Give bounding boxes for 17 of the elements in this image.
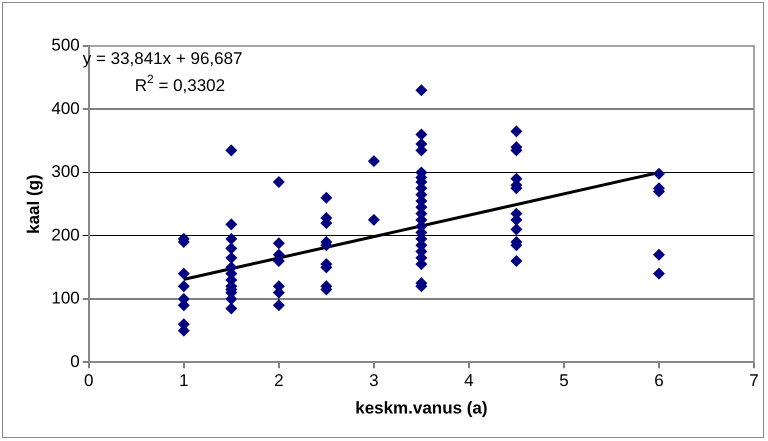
- x-tick-label: 6: [654, 371, 664, 390]
- y-tick-label: 300: [51, 162, 80, 182]
- y-tick-label: 0: [70, 352, 80, 371]
- y-tick-label: 100: [51, 288, 80, 308]
- x-tick-label: 1: [179, 371, 189, 390]
- y-tick-label: 200: [51, 225, 80, 244]
- y-tick-label: 500: [51, 36, 80, 55]
- x-axis-title: keskm.vanus (a): [355, 398, 488, 418]
- x-tick-label: 7: [749, 371, 759, 390]
- y-tick-label: 400: [51, 98, 80, 118]
- x-tick-label: 2: [274, 371, 284, 390]
- x-tick-label: 4: [464, 371, 474, 390]
- annotation: y = 33,841x + 96,687: [82, 49, 243, 68]
- x-tick-label: 0: [84, 371, 94, 390]
- y-axis-title: kaal (g): [24, 174, 43, 234]
- x-tick-label: 3: [369, 371, 379, 390]
- x-tick-label: 5: [559, 371, 569, 390]
